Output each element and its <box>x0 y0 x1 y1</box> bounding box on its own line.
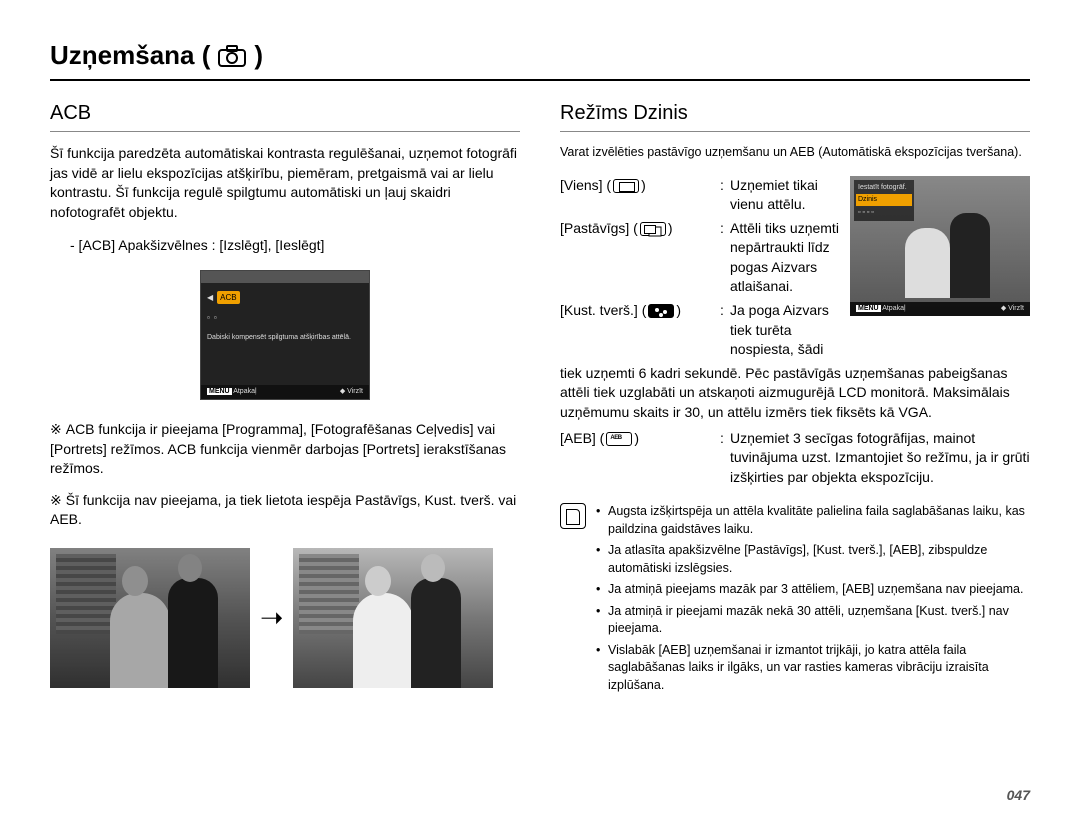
page-number: 047 <box>1007 787 1030 803</box>
page-title: Uzņemšana ( ) <box>50 40 1030 81</box>
drive-menu-opt2: Dzinis <box>856 194 912 206</box>
drive-menu-back: Atpakaļ <box>882 305 905 312</box>
acb-heading: ACB <box>50 99 520 132</box>
photo-after <box>293 548 493 688</box>
note-marker: ※ <box>50 492 62 508</box>
acb-intro: Šī funkcija paredzēta automātiskai kontr… <box>50 144 520 222</box>
drive-menu-screenshot: Iestatīt fotogrāf. Dzinis ▫ ▫ ▫ ▫ MENU A… <box>850 176 1030 316</box>
camera-icon <box>218 45 246 67</box>
mode-motion: [Kust. tverš.] () :Ja poga Aizvars tiek … <box>560 301 840 360</box>
right-column: Režīms Dzinis Varat izvēlēties pastāvīgo… <box>560 99 1030 698</box>
single-mode-icon <box>613 179 639 193</box>
mode-aeb-desc: Uzņemiet 3 secīgas fotogrāfijas, mainot … <box>730 429 1030 488</box>
acb-photo-comparison: ➝ <box>50 548 520 688</box>
mode-single-desc: Uzņemiet tikai vienu attēlu. <box>730 176 840 215</box>
aeb-mode-icon <box>606 432 632 446</box>
acb-note2: ※Šī funkcija nav pieejama, ja tiek lieto… <box>50 491 520 530</box>
note-item: Ja atmiņā ir pieejami mazāk nekā 30 attē… <box>596 603 1030 638</box>
title-close: ) <box>254 40 263 71</box>
drive-menu-move: Virzīt <box>1008 305 1024 312</box>
note-marker: ※ <box>50 421 62 437</box>
drive-heading: Režīms Dzinis <box>560 99 1030 132</box>
note-box: Augsta izšķirtspēja un attēla kvalitāte … <box>560 503 1030 698</box>
mode-continuous: [Pastāvīgs] () :Attēli tiks uzņemti nepā… <box>560 219 840 297</box>
mode-motion-desc2: tiek uzņemti 6 kadri sekundē. Pēc pastāv… <box>560 364 1030 423</box>
motion-mode-icon <box>648 304 674 318</box>
drive-menu-opt1: Iestatīt fotogrāf. <box>856 182 912 194</box>
mode-motion-desc1: Ja poga Aizvars tiek turēta nospiesta, š… <box>730 301 840 360</box>
note-item: Augsta izšķirtspēja un attēla kvalitāte … <box>596 503 1030 538</box>
continuous-mode-icon <box>640 222 666 236</box>
menu-back: Atpakaļ <box>233 388 256 395</box>
title-text: Uzņemšana ( <box>50 40 210 71</box>
photo-before <box>50 548 250 688</box>
mode-aeb: [AEB] () :Uzņemiet 3 secīgas fotogrāfija… <box>560 429 1030 488</box>
note-item: Vislabāk [AEB] uzņemšanai ir izmantot tr… <box>596 642 1030 695</box>
acb-note1: ※ACB funkcija ir pieejama [Programma], [… <box>50 420 520 479</box>
note-icon <box>560 503 586 529</box>
acb-submenu: - [ACB] Apakšizvēlnes : [Izslēgt], [Iesl… <box>70 236 520 256</box>
acb-menu-title: ACB <box>217 291 239 304</box>
mode-cont-desc: Attēli tiks uzņemti nepārtraukti līdz po… <box>730 219 840 297</box>
note-item: Ja atmiņā pieejams mazāk par 3 attēliem,… <box>596 581 1030 599</box>
acb-menu-desc: Dabiski kompensēt spilgtuma atšķirības a… <box>207 331 363 345</box>
left-column: ACB Šī funkcija paredzēta automātiskai k… <box>50 99 520 698</box>
mode-single: [Viens] () :Uzņemiet tikai vienu attēlu. <box>560 176 840 215</box>
arrow-icon: ➝ <box>260 598 283 637</box>
drive-intro: Varat izvēlēties pastāvīgo uzņemšanu un … <box>560 144 1030 162</box>
note-item: Ja atlasīta apakšizvēlne [Pastāvīgs], [K… <box>596 542 1030 577</box>
menu-move: Virzīt <box>347 388 363 395</box>
acb-menu-screenshot: ◀ACB ▫▫ Dabiski kompensēt spilgtuma atšķ… <box>200 270 370 400</box>
